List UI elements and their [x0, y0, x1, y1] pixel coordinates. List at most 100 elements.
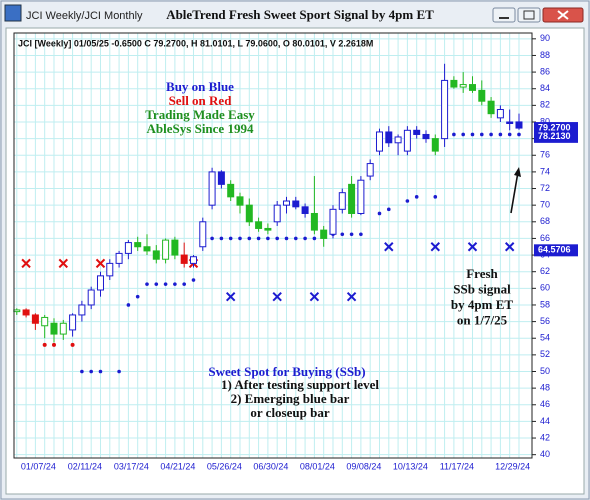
- candle-body: [273, 204, 281, 223]
- x-tick-label: 05/26/24: [207, 461, 242, 471]
- price-tag-label: 79.2700: [538, 122, 571, 132]
- price-tag: [534, 244, 578, 257]
- annotation: 1) After testing support level: [221, 377, 379, 392]
- plot: [13, 33, 536, 458]
- candle-body: [329, 208, 337, 235]
- y-tick-label: 46: [540, 399, 550, 409]
- stop-dot: [145, 282, 149, 286]
- y-tick-label: 72: [540, 183, 550, 193]
- stop-dot: [479, 132, 484, 137]
- candle-body: [515, 121, 523, 129]
- candle-body: [50, 322, 58, 335]
- stop-dot: [154, 282, 159, 286]
- x-tick-label: 06/30/24: [253, 461, 288, 471]
- candle-body: [208, 171, 216, 206]
- candle-body: [245, 204, 253, 223]
- chart-panel: [5, 27, 585, 495]
- x-marker: [95, 258, 106, 269]
- candle-body: [22, 309, 30, 316]
- stop-dot: [461, 132, 465, 137]
- arrow: [510, 171, 519, 214]
- maximize-button[interactable]: [517, 7, 541, 23]
- stop-dot: [173, 282, 177, 286]
- stop-dot: [433, 195, 438, 199]
- stop-dot: [117, 369, 121, 374]
- stop-dot: [98, 369, 103, 374]
- candle-body: [459, 84, 467, 88]
- annotation: SSb signal: [453, 281, 511, 296]
- stop-dot: [377, 211, 382, 216]
- y-tick-label: 84: [540, 83, 550, 93]
- candle-body: [180, 254, 188, 264]
- candle-body: [468, 84, 476, 91]
- x-marker: [504, 242, 515, 252]
- annotation: Trading Made Easy: [145, 107, 255, 122]
- y-tick-label: 70: [540, 200, 550, 210]
- y-tick-label: 48: [540, 383, 550, 393]
- candle-body: [301, 206, 309, 214]
- stop-dot: [517, 132, 521, 137]
- window-tab[interactable]: JCI Weekly/JCI Monthly: [26, 10, 143, 22]
- y-tick-label: 50: [540, 366, 550, 376]
- candle-body: [394, 136, 402, 144]
- candle-body: [375, 131, 383, 152]
- x-tick-label: 02/11/24: [68, 461, 102, 471]
- price-tag-label: 64.5706: [538, 245, 571, 255]
- candle-body: [96, 275, 104, 291]
- candle-body: [506, 121, 514, 124]
- x-marker: [272, 291, 282, 302]
- y-tick-label: 42: [540, 432, 550, 442]
- annotation: Buy on Blue: [166, 79, 234, 94]
- candle-body: [59, 322, 67, 335]
- x-tick-label: 10/13/24: [393, 461, 428, 471]
- x-tick-label: 08/01/24: [300, 461, 335, 471]
- stop-dot: [238, 236, 242, 241]
- candle-body: [292, 200, 300, 208]
- candle-body: [320, 229, 328, 239]
- candle-body: [171, 239, 179, 256]
- x-tick-label: 01/07/24: [21, 461, 56, 471]
- stop-dot: [126, 303, 131, 307]
- y-tick-label: 58: [540, 299, 550, 309]
- candle-body: [431, 138, 439, 152]
- chart-title: AbleTrend Fresh Sweet Sport Signal by 4p…: [166, 7, 434, 22]
- y-tick-label: 68: [540, 216, 550, 226]
- x-marker: [346, 291, 357, 302]
- price-tag-label: 78.2130: [538, 131, 571, 141]
- candle-body: [478, 89, 486, 102]
- candle-body: [441, 79, 449, 140]
- candle-body: [282, 200, 290, 206]
- stop-dot: [247, 236, 252, 241]
- annotation: 2) Emerging blue bar: [231, 391, 350, 406]
- candle-body: [69, 314, 77, 331]
- x-tick-label: 12/29/24: [495, 461, 530, 471]
- stop-dot: [498, 132, 503, 137]
- candle-body: [87, 289, 95, 306]
- candle-body: [162, 239, 170, 260]
- candle-body: [124, 242, 132, 254]
- close-icon: [557, 10, 569, 20]
- minimize-button[interactable]: [492, 7, 516, 23]
- candle-body: [385, 131, 393, 144]
- stop-dot: [228, 236, 233, 241]
- signal-dot: [51, 342, 56, 347]
- annotation: Sweet Spot for Buying (SSb): [208, 364, 365, 379]
- candle-body: [106, 262, 114, 277]
- price-tag: [534, 130, 578, 143]
- y-tick-label: 62: [540, 266, 550, 276]
- stop-dot: [489, 132, 493, 137]
- annotation: AbleSys Since 1994: [147, 121, 254, 136]
- y-tick-label: 76: [540, 150, 550, 160]
- app-icon: [4, 4, 22, 22]
- y-tick-label: 52: [540, 349, 550, 359]
- stop-dot: [405, 199, 410, 203]
- stop-dot: [80, 369, 84, 374]
- annotation: Sell on Red: [169, 93, 233, 108]
- stop-dot: [293, 236, 298, 241]
- candle-body: [189, 256, 197, 264]
- candle-body: [403, 129, 411, 152]
- candle-body: [366, 163, 374, 177]
- candle-body: [143, 246, 151, 252]
- y-tick-label: 44: [540, 416, 550, 426]
